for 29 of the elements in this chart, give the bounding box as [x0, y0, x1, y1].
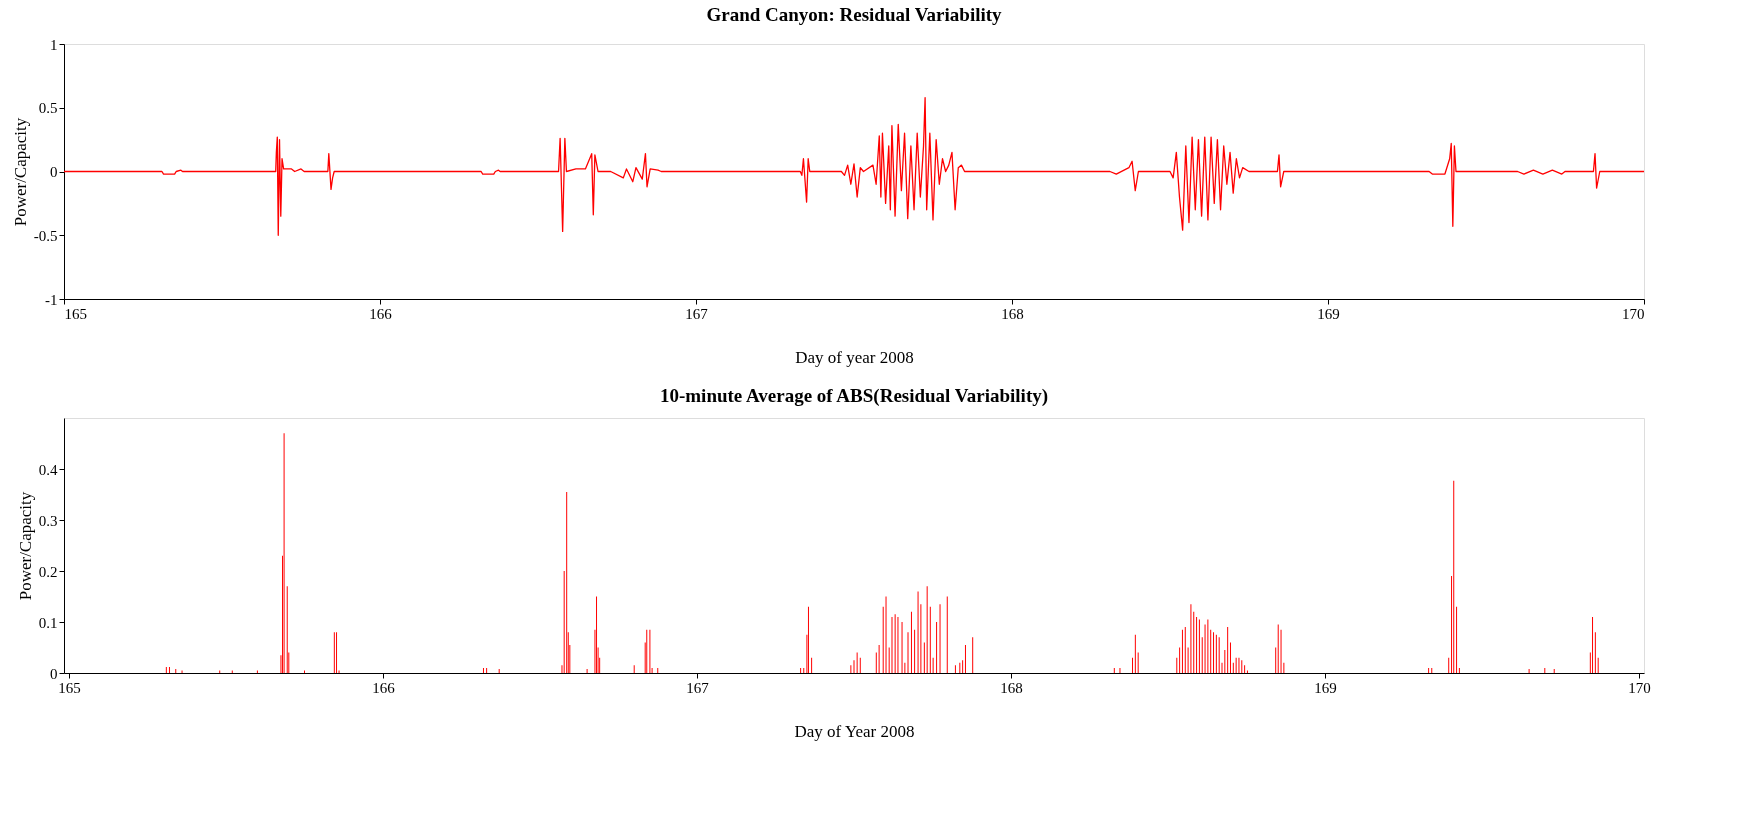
y-tick-label: 0	[50, 665, 58, 682]
x-tick-label: 166	[372, 679, 396, 696]
y-axis-title: Power/Capacity	[10, 117, 30, 227]
x-tick-label: 169	[1317, 305, 1340, 322]
x-tick-label: 169	[1314, 679, 1337, 696]
y-tick-label: 0.5	[38, 100, 58, 117]
line-series	[64, 96, 1644, 236]
y-tick-label: 0	[50, 164, 58, 180]
chart-title: Grand Canyon: Residual Variability	[706, 4, 1003, 25]
y-tick-label: 0.1	[38, 614, 58, 631]
y-axis-title: Power/Capacity	[15, 491, 35, 601]
y-tick-label: 0.4	[38, 461, 58, 478]
x-tick-label: 168	[1001, 305, 1024, 322]
x-tick-label: 165	[64, 305, 87, 322]
x-axis-title: Day of Year 2008	[794, 721, 915, 741]
x-tick-label: 166	[369, 305, 393, 322]
y-tick-label: -0.5	[33, 227, 58, 244]
x-tick-label: 167	[686, 679, 710, 696]
x-tick-label: 170	[1622, 305, 1645, 322]
x-tick-label: 165	[58, 679, 81, 696]
y-tick-label: -1	[45, 291, 58, 308]
y-tick-label: 0.2	[38, 563, 58, 580]
x-tick-label: 170	[1628, 679, 1651, 696]
x-tick-label: 167	[685, 305, 709, 322]
x-tick-label: 168	[1000, 679, 1023, 696]
x-axis-title: Day of year 2008	[795, 347, 914, 367]
chart-title: 10-minute Average of ABS(Residual Variability)	[659, 385, 1049, 407]
y-tick-label: 0.3	[38, 512, 58, 529]
y-tick-label: 1	[50, 36, 58, 53]
